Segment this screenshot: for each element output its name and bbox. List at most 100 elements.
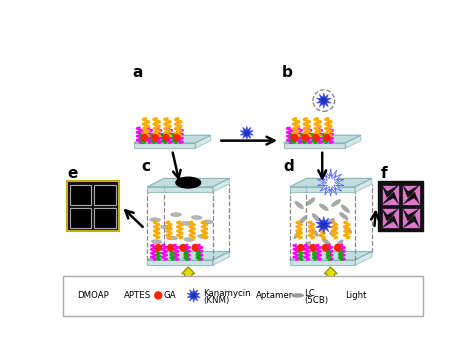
Polygon shape bbox=[212, 252, 229, 265]
Ellipse shape bbox=[299, 216, 307, 224]
Text: (KNM): (KNM) bbox=[203, 296, 229, 305]
Ellipse shape bbox=[167, 236, 177, 240]
Text: DMOAP: DMOAP bbox=[77, 291, 109, 300]
Ellipse shape bbox=[161, 225, 171, 229]
Ellipse shape bbox=[339, 212, 348, 220]
Polygon shape bbox=[324, 267, 337, 288]
Polygon shape bbox=[402, 208, 411, 221]
Ellipse shape bbox=[191, 216, 202, 220]
Polygon shape bbox=[387, 208, 399, 218]
Text: d: d bbox=[284, 159, 294, 174]
Polygon shape bbox=[387, 185, 399, 195]
Ellipse shape bbox=[306, 198, 315, 205]
FancyBboxPatch shape bbox=[63, 276, 423, 316]
Text: b: b bbox=[282, 65, 293, 80]
Polygon shape bbox=[240, 126, 254, 140]
Ellipse shape bbox=[331, 200, 341, 206]
FancyBboxPatch shape bbox=[382, 185, 399, 205]
Polygon shape bbox=[284, 135, 361, 143]
Polygon shape bbox=[195, 135, 210, 148]
Circle shape bbox=[163, 135, 169, 141]
Polygon shape bbox=[147, 187, 212, 192]
Polygon shape bbox=[290, 178, 372, 187]
FancyBboxPatch shape bbox=[402, 208, 420, 228]
Ellipse shape bbox=[150, 218, 161, 222]
Text: a: a bbox=[132, 65, 142, 80]
Circle shape bbox=[141, 135, 147, 141]
Ellipse shape bbox=[341, 205, 349, 213]
Polygon shape bbox=[290, 260, 355, 265]
Ellipse shape bbox=[294, 230, 301, 239]
Text: Kanamycin: Kanamycin bbox=[203, 288, 251, 298]
Ellipse shape bbox=[292, 293, 304, 297]
Text: APTES: APTES bbox=[124, 291, 152, 300]
Text: Aptamer: Aptamer bbox=[256, 291, 293, 300]
Polygon shape bbox=[402, 218, 415, 228]
Polygon shape bbox=[402, 185, 411, 198]
Text: e: e bbox=[67, 166, 78, 181]
Polygon shape bbox=[134, 143, 195, 148]
Text: GA: GA bbox=[164, 291, 176, 300]
Polygon shape bbox=[147, 260, 212, 265]
Ellipse shape bbox=[176, 177, 201, 188]
FancyBboxPatch shape bbox=[378, 181, 423, 231]
Circle shape bbox=[173, 135, 180, 141]
Polygon shape bbox=[322, 174, 339, 192]
Ellipse shape bbox=[319, 204, 328, 211]
Ellipse shape bbox=[344, 225, 352, 233]
Polygon shape bbox=[411, 192, 420, 205]
Text: c: c bbox=[141, 159, 150, 174]
Circle shape bbox=[302, 135, 309, 141]
Text: Light: Light bbox=[346, 291, 367, 300]
Polygon shape bbox=[331, 286, 341, 303]
Polygon shape bbox=[411, 215, 420, 228]
Polygon shape bbox=[402, 195, 415, 205]
Ellipse shape bbox=[312, 213, 320, 222]
Polygon shape bbox=[382, 208, 391, 221]
Polygon shape bbox=[317, 93, 331, 108]
Ellipse shape bbox=[326, 218, 334, 226]
Polygon shape bbox=[187, 288, 200, 302]
Polygon shape bbox=[317, 169, 344, 196]
FancyBboxPatch shape bbox=[94, 185, 116, 205]
Text: LC: LC bbox=[304, 288, 315, 298]
Circle shape bbox=[180, 245, 186, 251]
Ellipse shape bbox=[202, 220, 213, 224]
Polygon shape bbox=[134, 135, 210, 143]
FancyBboxPatch shape bbox=[70, 185, 91, 205]
Polygon shape bbox=[355, 252, 372, 265]
Text: (5CB): (5CB) bbox=[304, 296, 328, 305]
Polygon shape bbox=[212, 178, 229, 192]
FancyBboxPatch shape bbox=[402, 185, 420, 205]
Polygon shape bbox=[382, 195, 394, 205]
Polygon shape bbox=[355, 178, 372, 192]
Polygon shape bbox=[284, 143, 346, 148]
Polygon shape bbox=[147, 178, 229, 187]
Circle shape bbox=[313, 135, 319, 141]
Polygon shape bbox=[391, 192, 399, 205]
Ellipse shape bbox=[198, 235, 208, 238]
Circle shape bbox=[322, 245, 328, 251]
Ellipse shape bbox=[302, 242, 311, 249]
Polygon shape bbox=[290, 187, 355, 192]
Circle shape bbox=[155, 245, 161, 251]
Circle shape bbox=[155, 292, 162, 299]
Circle shape bbox=[298, 245, 304, 251]
FancyBboxPatch shape bbox=[70, 208, 91, 228]
Polygon shape bbox=[147, 252, 229, 260]
Ellipse shape bbox=[311, 228, 319, 236]
Text: f: f bbox=[381, 166, 387, 181]
Polygon shape bbox=[346, 135, 361, 148]
Polygon shape bbox=[408, 185, 420, 195]
Polygon shape bbox=[382, 218, 394, 228]
Ellipse shape bbox=[183, 237, 194, 241]
Circle shape bbox=[335, 245, 341, 251]
FancyBboxPatch shape bbox=[94, 208, 116, 228]
Circle shape bbox=[192, 245, 198, 251]
FancyBboxPatch shape bbox=[382, 208, 399, 228]
Ellipse shape bbox=[181, 221, 191, 225]
FancyBboxPatch shape bbox=[66, 181, 119, 231]
Polygon shape bbox=[382, 185, 391, 198]
Circle shape bbox=[310, 245, 316, 251]
Circle shape bbox=[324, 135, 330, 141]
